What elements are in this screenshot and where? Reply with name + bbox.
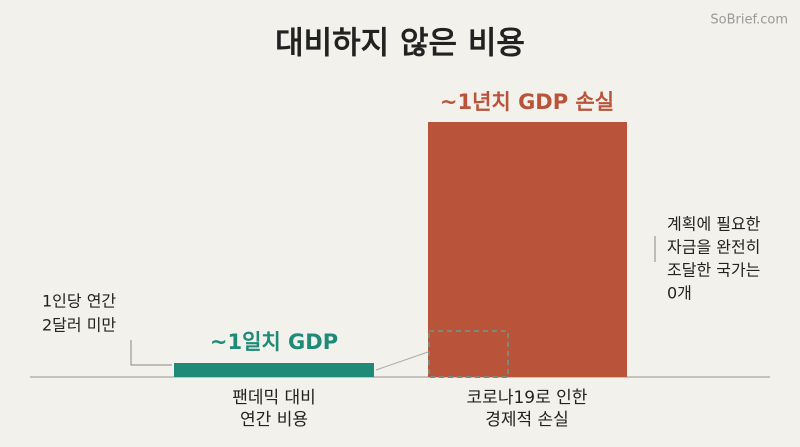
large-bar	[428, 122, 627, 377]
comparison-box	[428, 330, 509, 378]
bar-caption: 코로나19로 인한	[467, 388, 588, 408]
annotation: 조달한 국가는	[667, 261, 760, 280]
annotation: 2달러 미만	[42, 316, 116, 335]
bar-caption: 연간 비용	[240, 410, 308, 430]
annotation: 계획에 필요한	[667, 215, 761, 234]
bar-caption: 팬데믹 대비	[232, 388, 316, 408]
annotation: 0개	[667, 284, 692, 303]
small-bar	[174, 363, 374, 377]
annotation: 자금을 완전히	[667, 238, 760, 257]
watermark: SoBrief.com	[710, 13, 788, 28]
connector	[375, 351, 429, 371]
bar-label: ~1일치 GDP	[210, 330, 338, 354]
bar-caption: 경제적 손실	[485, 410, 569, 430]
annotation-bracket	[130, 340, 172, 366]
title: 대비하지 않은 비용	[275, 26, 525, 62]
bar-label: ~1년치 GDP 손실	[440, 90, 614, 114]
annotation: 1인당 연간	[42, 292, 116, 311]
